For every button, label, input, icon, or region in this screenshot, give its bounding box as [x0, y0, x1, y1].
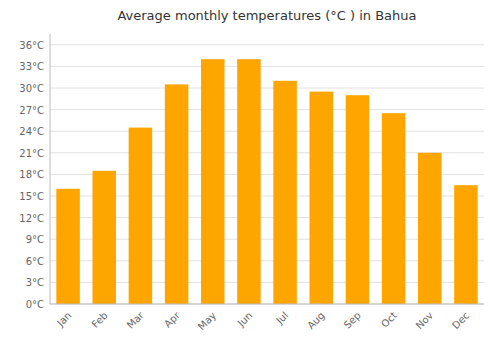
bars — [56, 59, 477, 304]
x-tick-label: Nov — [414, 310, 436, 332]
bar — [201, 59, 225, 304]
x-tick-label: Jun — [235, 310, 255, 330]
y-axis-line — [50, 34, 51, 304]
x-tick-label: Mar — [125, 309, 147, 331]
grid-line — [50, 304, 484, 305]
x-tick-label: Oct — [379, 310, 399, 330]
bar — [346, 95, 370, 304]
grid-line — [50, 109, 484, 110]
y-tick-label: 12°C — [19, 213, 44, 224]
bar — [165, 84, 189, 304]
title: Average monthly temperatures (°C ) in Ba… — [117, 8, 416, 23]
x-axis-line — [50, 304, 484, 305]
grid-line — [50, 44, 484, 45]
y-tick-label: 33°C — [19, 61, 44, 72]
chart-container: Average monthly temperatures (°C ) in Ba… — [0, 0, 500, 350]
y-tick-label: 15°C — [19, 191, 44, 202]
bar — [309, 92, 333, 304]
y-tick-label: 0°C — [26, 299, 44, 310]
x-tick-label: Apr — [162, 309, 183, 330]
bar — [273, 81, 297, 304]
y-tick-label: 24°C — [19, 126, 44, 137]
grid — [50, 45, 484, 304]
bar — [454, 185, 478, 304]
y-tick-label: 27°C — [19, 105, 44, 116]
y-tick-label: 3°C — [26, 277, 44, 288]
bar — [382, 113, 406, 304]
bar — [56, 189, 80, 304]
y-axis: 0°C 3°C 6°C 9°C 12°C 15°C 18°C 21°C 24°C 27°C 30°C… — [19, 34, 50, 310]
x-axis: Jan Feb Mar Apr May Jun Jul Aug Sep Oct Nov Dec — [50, 304, 484, 332]
y-tick-label: 9°C — [26, 234, 44, 245]
y-tick-label: 6°C — [26, 256, 44, 267]
y-tick-label: 36°C — [19, 40, 44, 51]
y-tick-label: 18°C — [19, 169, 44, 180]
bar — [129, 128, 153, 304]
x-tick-label: Sep — [342, 310, 363, 331]
y-tick-label: 21°C — [19, 148, 44, 159]
chart: Average monthly temperatures (°C ) in Ba… — [0, 0, 500, 350]
x-tick-label: Aug — [305, 310, 327, 332]
x-tick-label: Jan — [54, 310, 73, 329]
bar — [418, 153, 442, 304]
page: {"chart_data": {"type": "bar", "title": … — [0, 0, 500, 350]
x-tick-label: Jul — [273, 310, 290, 327]
grid-line — [50, 66, 484, 67]
y-tick-label: 30°C — [19, 83, 44, 94]
bar — [92, 171, 116, 304]
x-tick-label: May — [196, 310, 218, 332]
bar — [237, 59, 261, 304]
grid-line — [50, 88, 484, 89]
grid-line — [50, 131, 484, 132]
x-tick-label: Dec — [450, 310, 471, 331]
x-tick-label: Feb — [89, 310, 109, 330]
